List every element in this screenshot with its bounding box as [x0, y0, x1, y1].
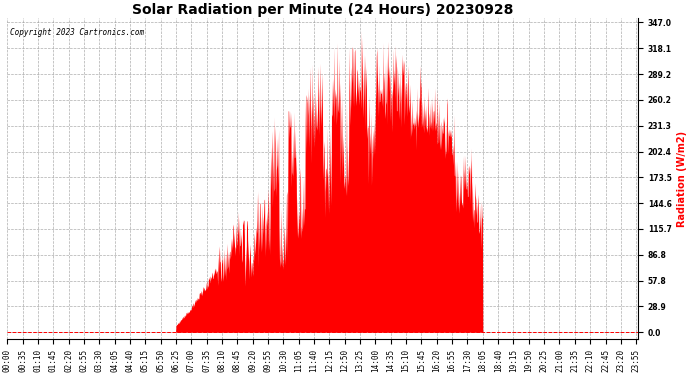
Y-axis label: Radiation (W/m2): Radiation (W/m2) [677, 130, 687, 227]
Text: Copyright 2023 Cartronics.com: Copyright 2023 Cartronics.com [10, 28, 145, 37]
Title: Solar Radiation per Minute (24 Hours) 20230928: Solar Radiation per Minute (24 Hours) 20… [132, 3, 513, 17]
